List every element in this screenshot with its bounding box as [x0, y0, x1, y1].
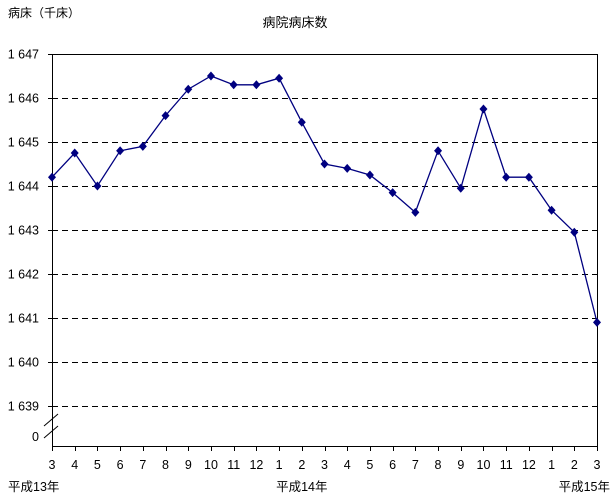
x-tick-label: 6 [389, 458, 396, 472]
y-tick-label: 1 639 [8, 400, 39, 414]
data-point [70, 148, 79, 158]
x-tick-label: 2 [298, 458, 305, 472]
x-tick-label: 5 [94, 458, 101, 472]
y-tick-labels: 1 647 1 646 1 645 1 644 1 643 1 642 1 641 1 640… [8, 48, 39, 445]
data-point-markers [48, 71, 601, 327]
era-label: 平成15年 [559, 480, 610, 494]
data-point [184, 84, 193, 94]
data-point [388, 188, 397, 198]
data-point [502, 172, 511, 182]
x-tick-label: 7 [139, 458, 146, 472]
x-tick-label: 11 [227, 458, 240, 472]
y-tick-label: 1 647 [8, 48, 39, 62]
x-tick-label: 12 [249, 458, 263, 472]
break-slash [43, 413, 59, 427]
x-tick-label: 11 [500, 458, 513, 472]
data-point [229, 80, 238, 90]
data-point [252, 80, 261, 90]
x-tick-label: 9 [185, 458, 192, 472]
data-point [434, 146, 443, 156]
x-tick-label: 12 [522, 458, 536, 472]
data-point [116, 146, 125, 156]
data-point [297, 117, 306, 127]
y-tick-label: 1 641 [8, 312, 39, 326]
series-line [51, 75, 598, 323]
x-tick-label: 3 [594, 458, 601, 472]
x-tick-label: 10 [477, 458, 491, 472]
x-tick-label: 8 [435, 458, 442, 472]
x-tick-label: 9 [457, 458, 464, 472]
data-point [524, 172, 533, 182]
y-tick-marks [48, 54, 52, 407]
x-tick-label: 10 [204, 458, 218, 472]
x-tick-label: 3 [321, 458, 328, 472]
x-tick-labels: 3 4 5 6 7 8 9 10 11 12 1 2 3 4 5 6 7 8 9 10 11 12 1 2 3 [49, 458, 601, 472]
y-tick-label: 1 643 [8, 224, 39, 238]
y-tick-label: 0 [32, 430, 39, 444]
x-tick-marks [52, 446, 598, 451]
data-point [547, 205, 556, 215]
chart-title: 病院病床数 [262, 15, 328, 30]
x-tick-label: 3 [49, 458, 56, 472]
data-point [365, 170, 374, 180]
plot-frame [52, 54, 598, 447]
x-tick-label: 8 [162, 458, 169, 472]
data-point [93, 181, 102, 191]
y-tick-label: 1 646 [8, 92, 39, 106]
x-tick-label: 5 [366, 458, 373, 472]
x-tick-label: 4 [71, 458, 78, 472]
y-tick-label: 1 642 [8, 268, 39, 282]
data-point [411, 207, 420, 217]
y-tick-label: 1 640 [8, 356, 39, 370]
data-point [343, 163, 352, 173]
x-tick-label: 6 [117, 458, 124, 472]
data-point [161, 111, 170, 121]
x-tick-label: 4 [344, 458, 351, 472]
x-tick-label: 1 [276, 458, 283, 472]
y-axis-unit-label: 病床（千床） [8, 6, 81, 20]
data-point [593, 317, 601, 327]
data-point [275, 73, 284, 83]
y-gridlines [52, 98, 597, 407]
data-point [456, 183, 465, 193]
era-label: 平成14年 [276, 480, 327, 494]
data-point [570, 227, 579, 237]
y-tick-label: 1 645 [8, 136, 39, 150]
x-tick-label: 1 [548, 458, 555, 472]
data-point [320, 159, 329, 169]
x-tick-label: 7 [412, 458, 419, 472]
era-label: 平成13年 [8, 480, 59, 494]
data-point [48, 172, 56, 182]
break-slash [43, 425, 59, 439]
data-point [206, 71, 215, 81]
data-point [138, 141, 147, 151]
y-tick-label: 1 644 [8, 180, 39, 194]
data-point [479, 104, 488, 114]
axis-break-marks [43, 413, 59, 439]
era-labels: 平成13年 平成14年 平成15年 [8, 480, 610, 494]
x-tick-label: 2 [571, 458, 578, 472]
